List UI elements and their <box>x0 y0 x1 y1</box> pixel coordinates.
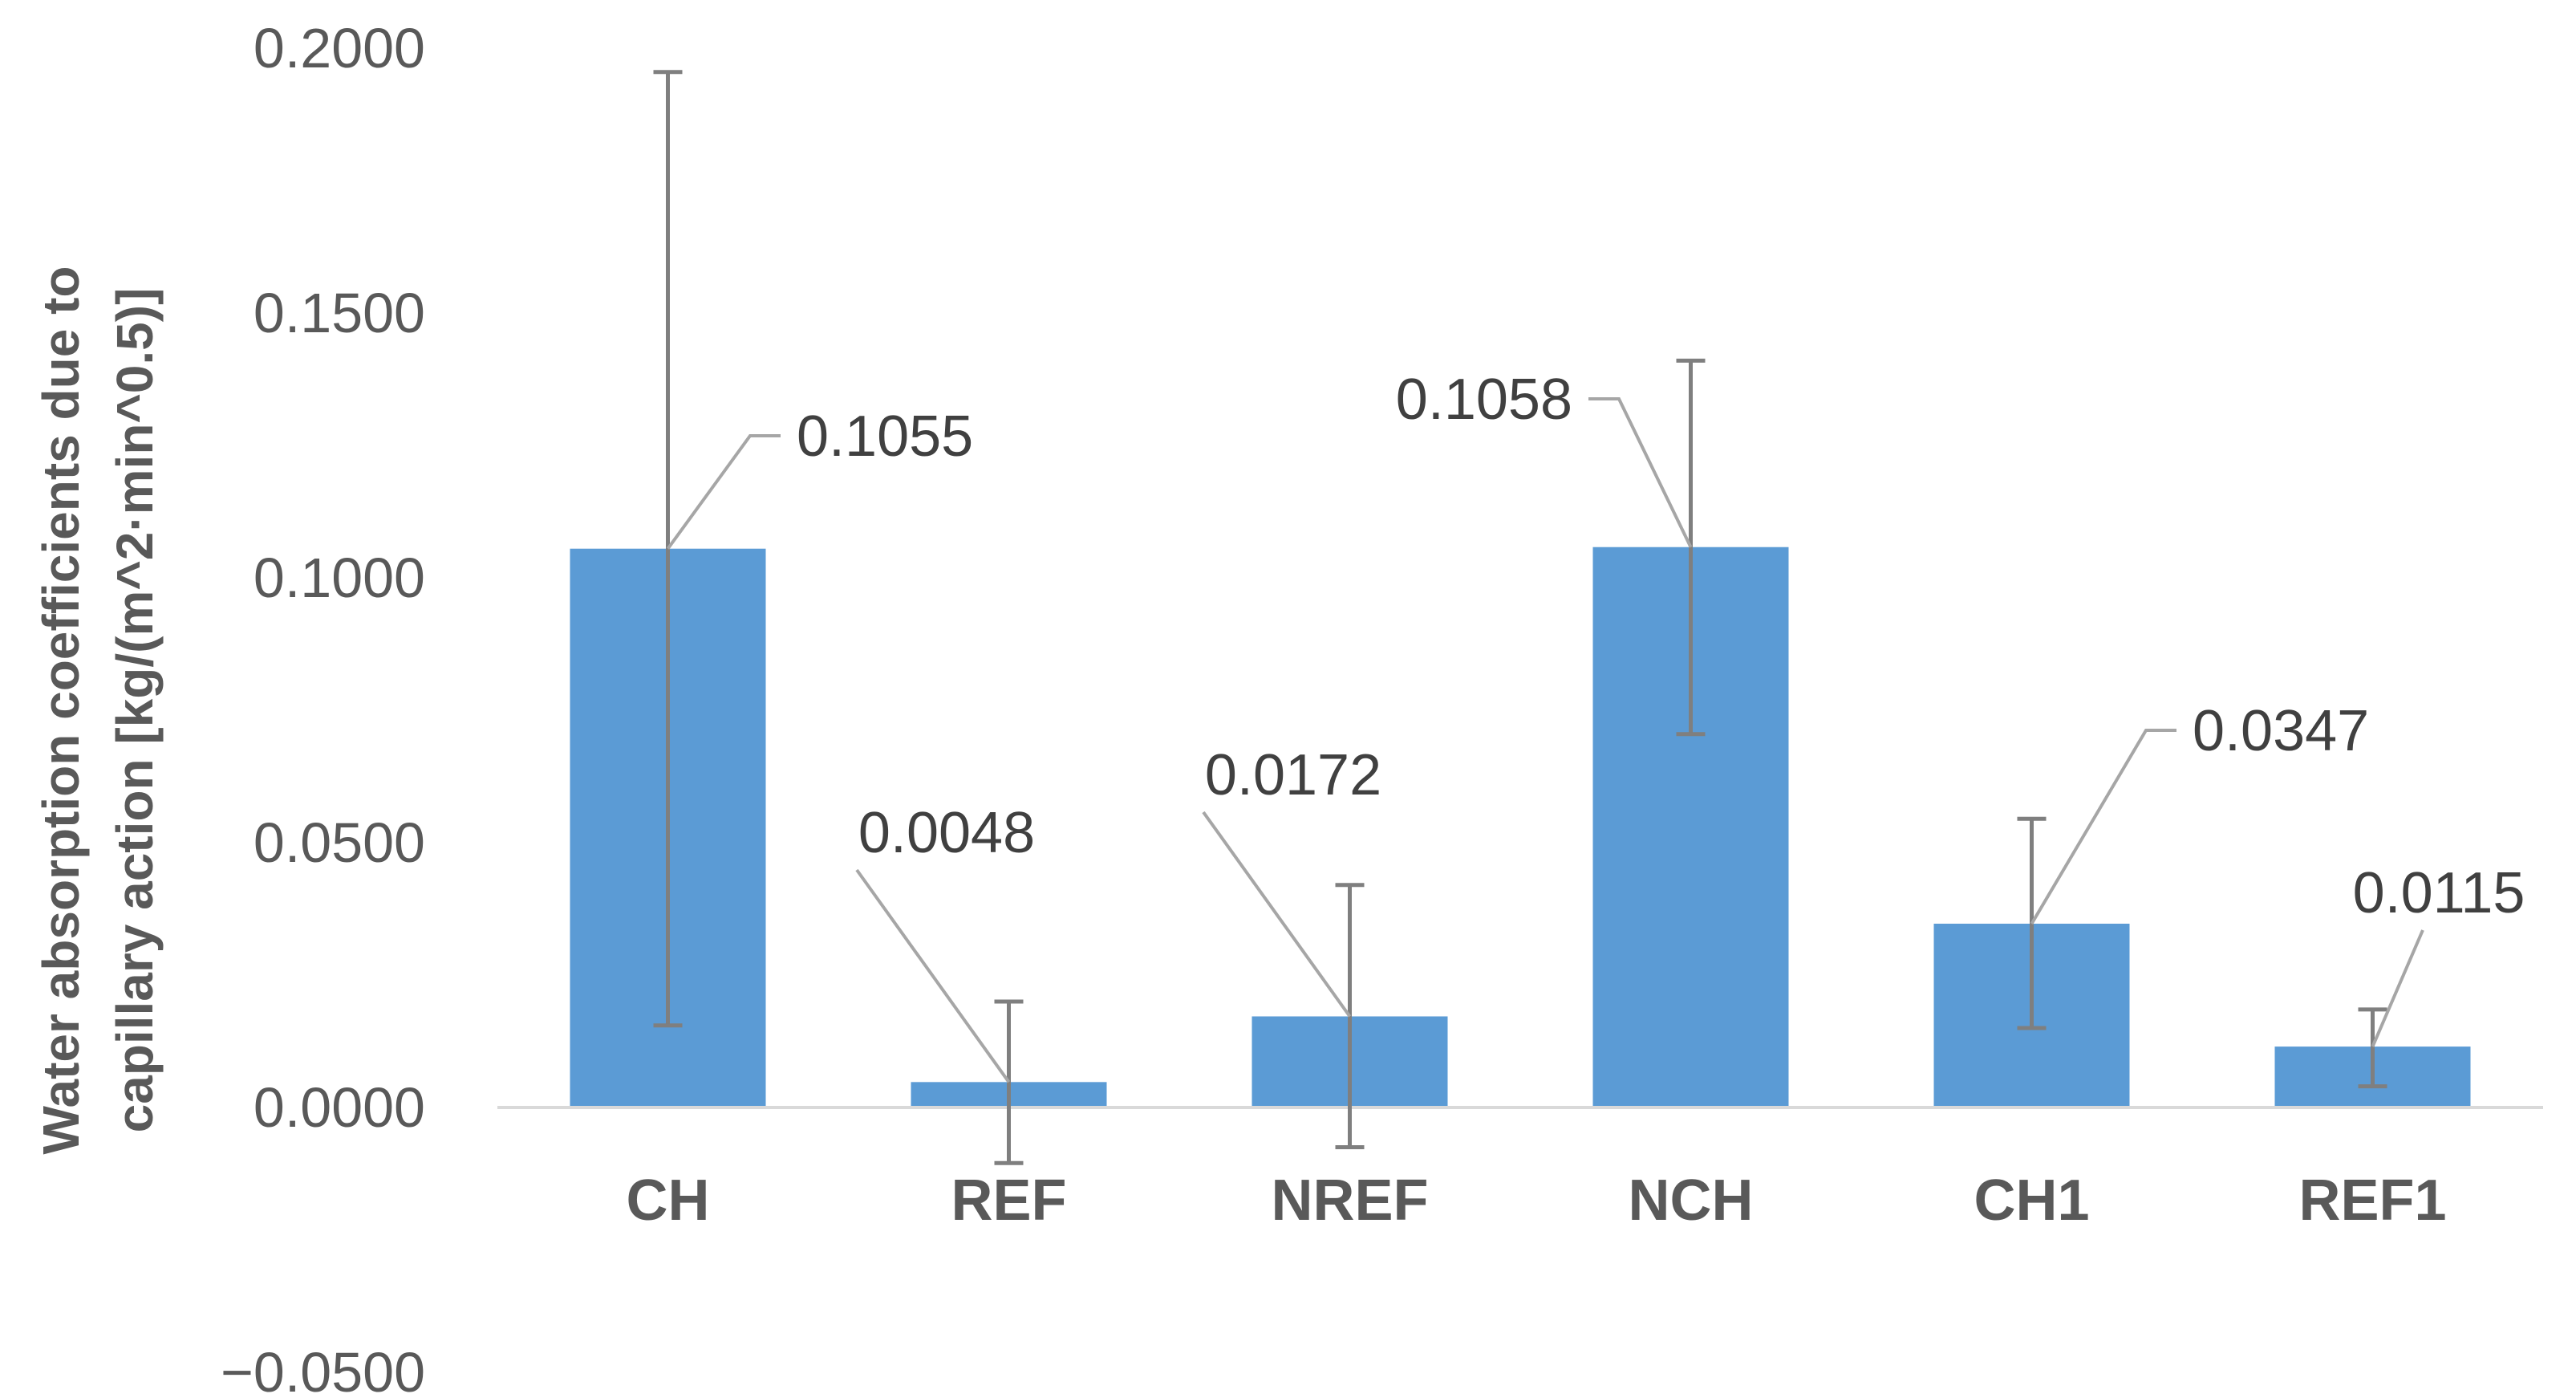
data-label: 0.0115 <box>2353 861 2525 925</box>
category-labels: CH REF NREF NCH CH1 REF1 <box>627 1168 2447 1233</box>
data-labels: 0.1055 0.0048 0.0172 0.1058 0.0347 0.0115 <box>797 368 2525 925</box>
y-tick-label: 0.1500 <box>254 282 425 344</box>
data-label: 0.1055 <box>797 404 973 469</box>
category-label: REF1 <box>2298 1168 2446 1233</box>
data-label: 0.1058 <box>1396 368 1572 432</box>
bars <box>570 547 2471 1107</box>
leader-line <box>666 434 781 550</box>
y-axis-title: Water absorption coefficients due to cap… <box>32 266 164 1154</box>
category-label: NCH <box>1629 1168 1754 1233</box>
data-label: 0.0048 <box>858 801 1035 865</box>
y-tick-label: 0.1000 <box>254 547 425 609</box>
y-tick-label: 0.2000 <box>254 17 425 79</box>
data-label: 0.0172 <box>1205 743 1381 807</box>
y-axis-title-line-2: capillary action [kg/(m^2·min^0.5)] <box>106 288 164 1133</box>
y-tick-label: −0.0500 <box>221 1341 425 1398</box>
y-tick-label: 0.0500 <box>254 811 425 874</box>
data-label: 0.0347 <box>2193 699 2369 763</box>
category-label: REF <box>951 1168 1067 1233</box>
leader-line <box>1202 811 1352 1018</box>
y-axis-title-line-1: Water absorption coefficients due to <box>32 266 90 1154</box>
category-label: CH <box>627 1168 710 1233</box>
leader-lines <box>666 397 2424 1083</box>
leader-line <box>2371 929 2424 1047</box>
leader-line <box>2030 729 2176 925</box>
leader-line <box>1588 397 1693 548</box>
leader-line <box>855 868 1011 1083</box>
category-label: CH1 <box>1974 1168 2089 1233</box>
category-label: NREF <box>1272 1168 1429 1233</box>
y-tick-label: 0.0000 <box>254 1076 425 1139</box>
y-axis-ticks: −0.0500 0.0000 0.0500 0.1000 0.1500 0.2000 <box>221 17 425 1398</box>
